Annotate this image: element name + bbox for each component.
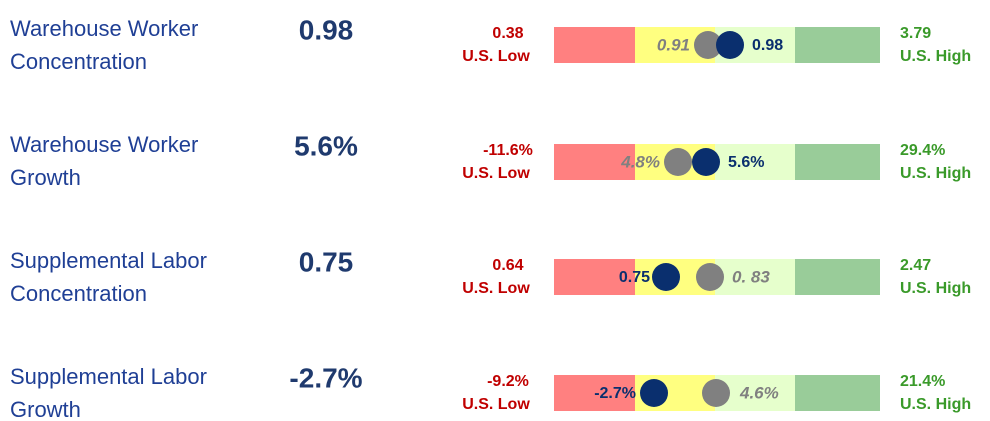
- low-label: U.S. Low: [462, 48, 530, 65]
- range-segment: [554, 27, 635, 63]
- high-label: U.S. High: [900, 396, 971, 413]
- range-segment: [715, 144, 795, 180]
- current-dot: [692, 148, 720, 176]
- low-label: U.S. Low: [462, 396, 530, 413]
- benchmark-label: 4.6%: [739, 383, 779, 402]
- metric-value: 0.75: [299, 246, 354, 277]
- metric-value: -2.7%: [289, 362, 362, 393]
- metric-label: Growth: [10, 397, 81, 421]
- range-segment: [795, 259, 880, 295]
- current-label: 0.98: [752, 37, 783, 54]
- current-label: -2.7%: [594, 385, 636, 402]
- current-dot: [652, 263, 680, 291]
- metric-label: Warehouse Worker: [10, 16, 198, 41]
- range-segment: [795, 27, 880, 63]
- range-segment: [554, 375, 635, 411]
- low-value: -9.2%: [487, 373, 529, 390]
- metric-value: 0.98: [299, 14, 354, 45]
- benchmark-dot: [694, 31, 722, 59]
- metric-label: Warehouse Worker: [10, 132, 198, 157]
- high-label: U.S. High: [900, 280, 971, 297]
- metric-value: 5.6%: [294, 130, 358, 161]
- current-dot: [640, 379, 668, 407]
- high-value: 3.79: [900, 25, 931, 42]
- high-value: 21.4%: [900, 373, 945, 390]
- benchmark-dot: [696, 263, 724, 291]
- low-value: 0.64: [492, 257, 523, 274]
- benchmark-label: 0.91: [657, 35, 690, 54]
- benchmark-dot: [664, 148, 692, 176]
- benchmark-dot: [702, 379, 730, 407]
- range-segment: [554, 259, 635, 295]
- range-segment: [554, 144, 635, 180]
- low-label: U.S. Low: [462, 280, 530, 297]
- high-value: 29.4%: [900, 142, 945, 159]
- metric-label: Supplemental Labor: [10, 364, 207, 389]
- metric-label: Concentration: [10, 281, 147, 306]
- current-label: 5.6%: [728, 154, 764, 171]
- high-label: U.S. High: [900, 48, 971, 65]
- metric-label: Supplemental Labor: [10, 248, 207, 273]
- low-label: U.S. Low: [462, 165, 530, 182]
- metric-label: Growth: [10, 165, 81, 190]
- low-value: 0.38: [492, 25, 523, 42]
- current-label: 0.75: [619, 269, 650, 286]
- range-segment: [795, 375, 880, 411]
- range-segment: [715, 259, 795, 295]
- range-segment: [795, 144, 880, 180]
- current-dot: [716, 31, 744, 59]
- benchmark-label: 4.8%: [620, 152, 660, 171]
- high-label: U.S. High: [900, 165, 971, 182]
- metric-label: Concentration: [10, 49, 147, 74]
- high-value: 2.47: [900, 257, 931, 274]
- benchmark-label: 0. 83: [732, 267, 770, 286]
- low-value: -11.6%: [483, 142, 533, 159]
